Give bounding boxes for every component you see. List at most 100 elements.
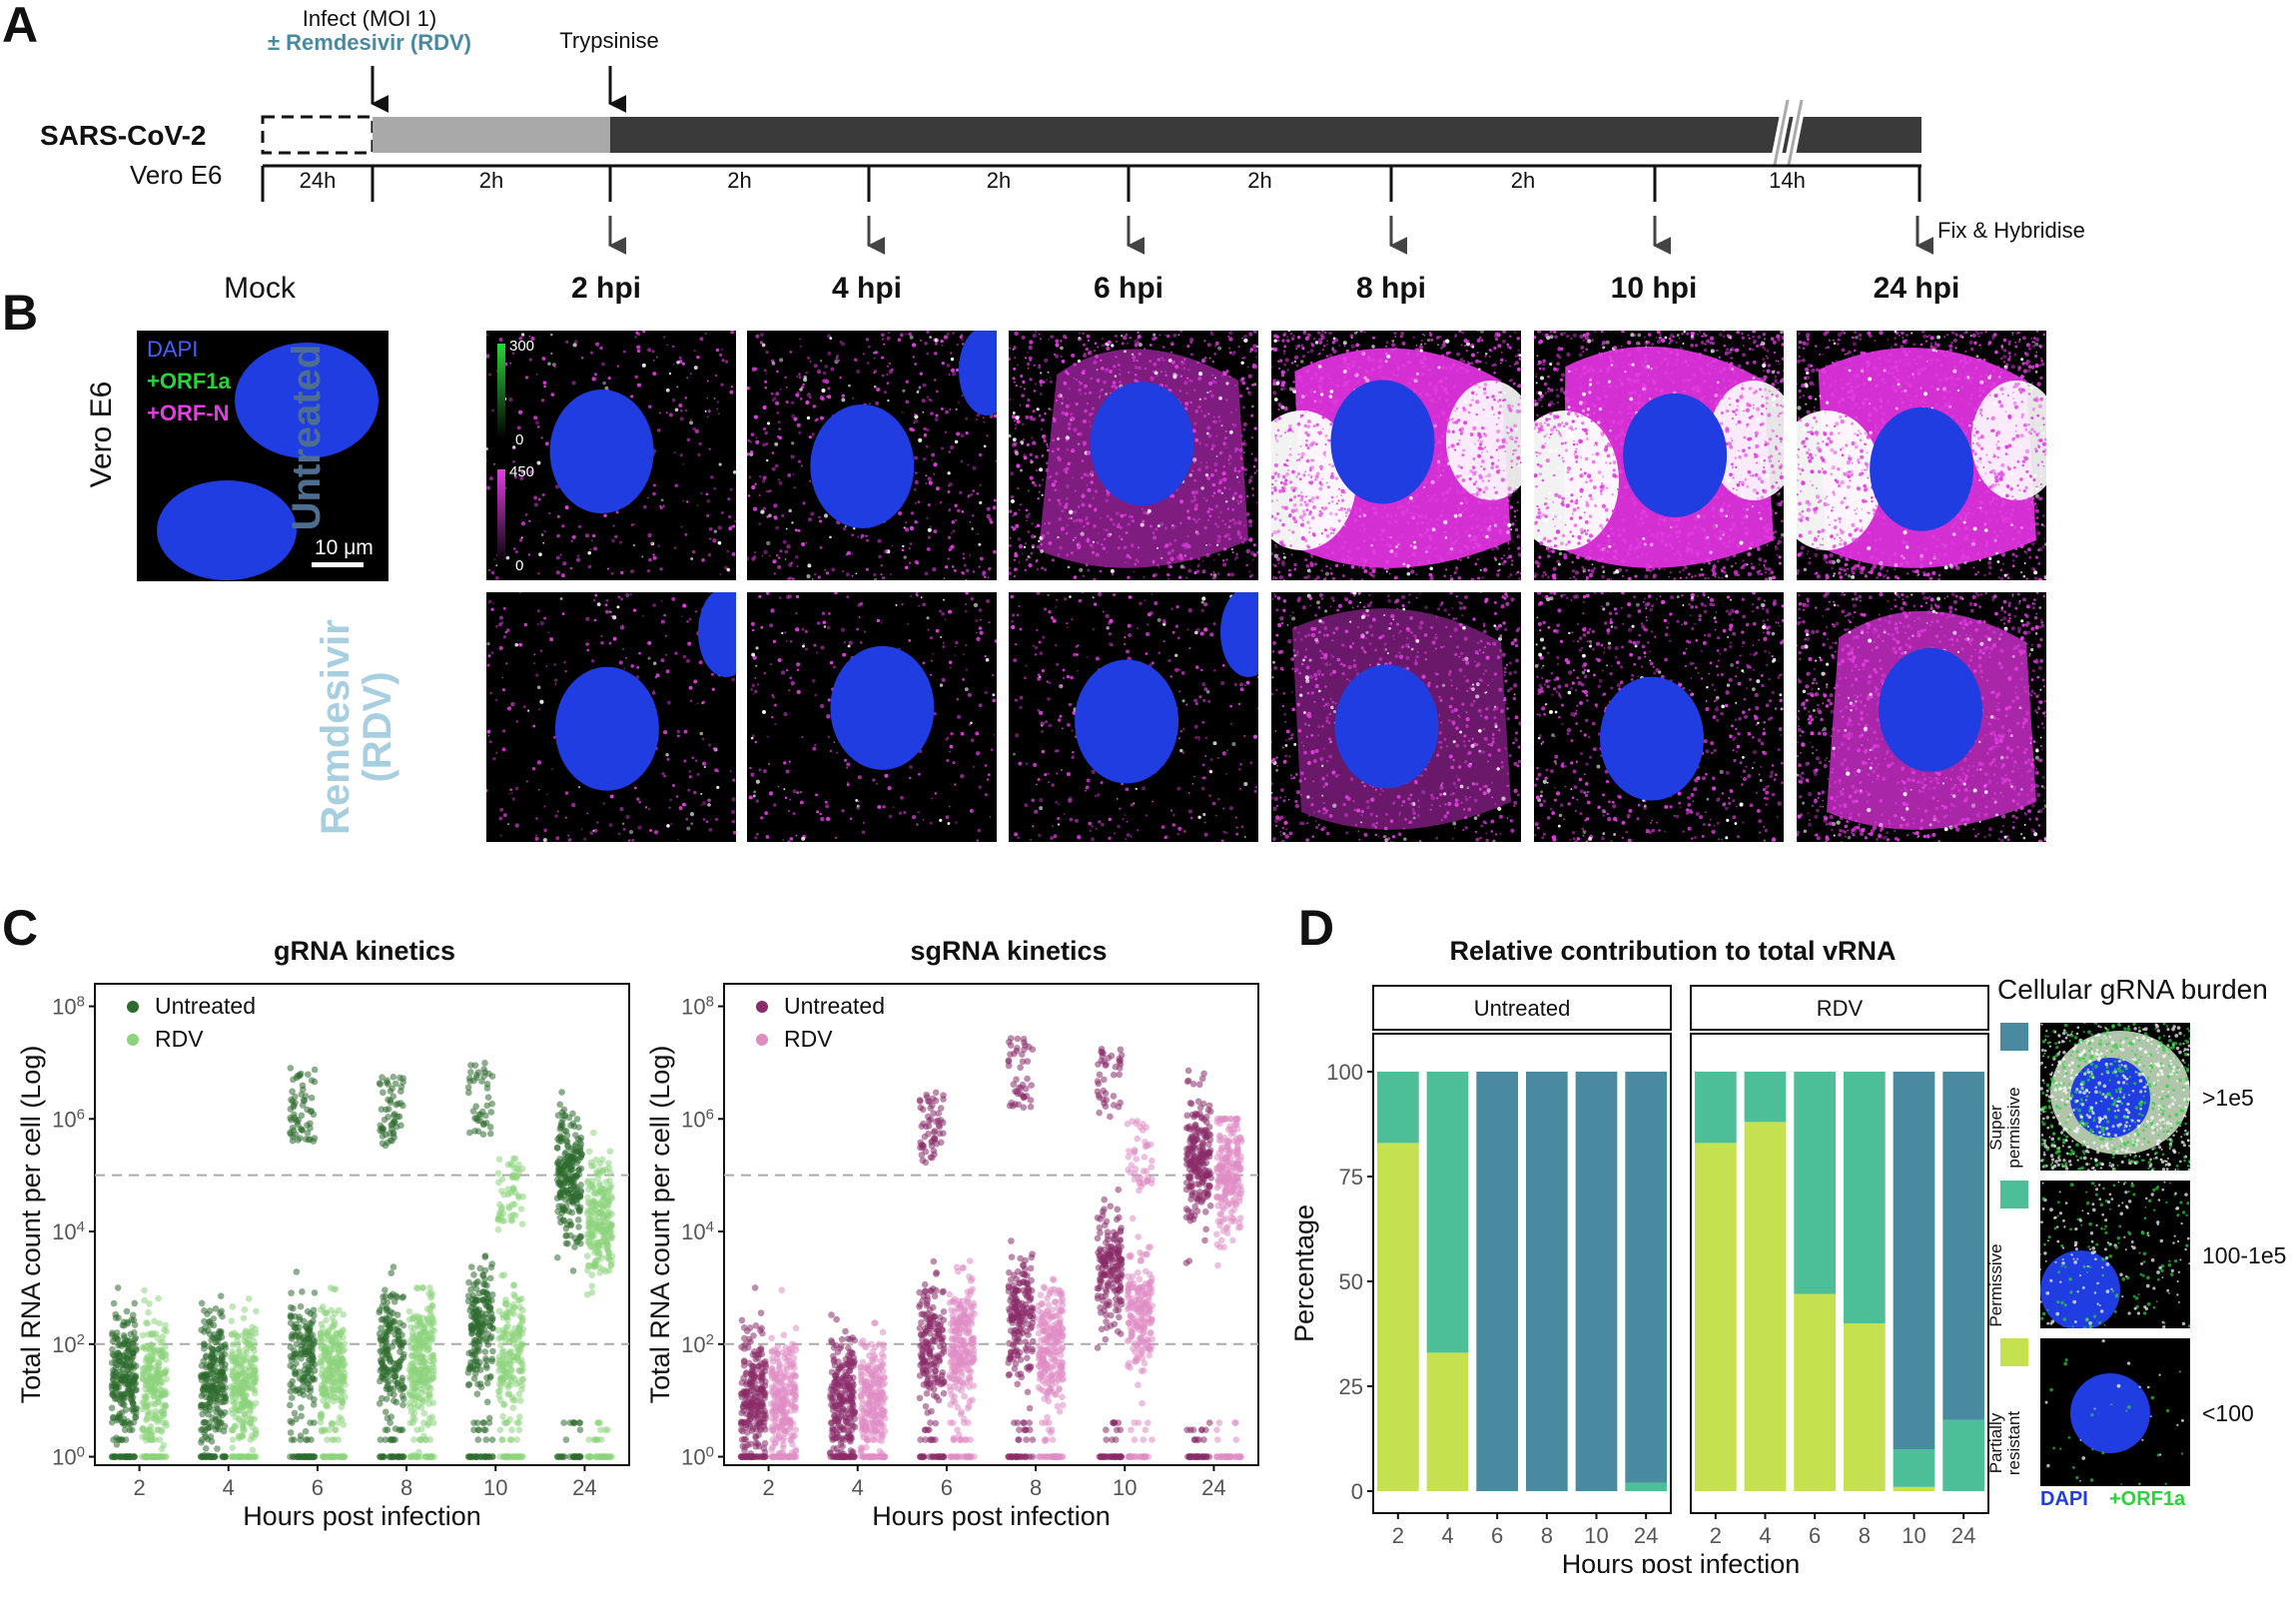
data-point (604, 1426, 611, 1433)
data-point (516, 1413, 523, 1421)
data-point (233, 1406, 241, 1414)
data-point (307, 1310, 315, 1317)
data-point (337, 1341, 345, 1348)
data-point (379, 1372, 386, 1379)
data-point (607, 1183, 615, 1190)
legend-swatch (127, 1001, 139, 1013)
data-point (340, 1365, 347, 1373)
data-point (931, 1292, 939, 1300)
data-point (1115, 1186, 1123, 1194)
data-point (340, 1355, 347, 1363)
data-point (383, 1349, 390, 1356)
data-point (307, 1387, 315, 1394)
data-point (467, 1286, 474, 1293)
data-point (518, 1220, 526, 1227)
data-point (329, 1453, 337, 1460)
segment-label: 2h (1510, 168, 1536, 193)
data-point (592, 1169, 600, 1177)
data-point (839, 1397, 846, 1404)
data-point (243, 1345, 250, 1353)
data-point (755, 1420, 763, 1428)
data-point (142, 1393, 149, 1401)
data-point (428, 1302, 436, 1310)
data-point (413, 1426, 421, 1433)
data-point (480, 1419, 487, 1426)
data-point (556, 1156, 564, 1163)
data-point (308, 1108, 316, 1115)
data-point (410, 1359, 417, 1367)
data-point (1027, 1295, 1035, 1302)
data-point (518, 1318, 526, 1325)
data-point (1029, 1337, 1037, 1345)
x-tick-label: 6 (312, 1475, 324, 1500)
data-point (1006, 1268, 1013, 1276)
data-point (318, 1352, 325, 1360)
data-point (1029, 1453, 1037, 1460)
data-point (1016, 1279, 1023, 1286)
data-point (1010, 1313, 1017, 1321)
data-point (243, 1391, 250, 1398)
data-point (927, 1105, 934, 1112)
data-point (480, 1280, 487, 1288)
data-point (229, 1302, 236, 1310)
data-point (1191, 1160, 1199, 1167)
data-point (229, 1444, 237, 1451)
data-point (251, 1415, 258, 1423)
data-point (200, 1386, 207, 1394)
y-tick-label: 106 (52, 1106, 85, 1133)
data-point (398, 1374, 406, 1382)
data-point (518, 1381, 526, 1389)
data-point (387, 1122, 394, 1129)
data-point (470, 1350, 477, 1358)
data-point (842, 1417, 850, 1425)
data-point (482, 1453, 490, 1460)
data-point (1096, 1224, 1104, 1231)
data-point (419, 1284, 426, 1291)
fix-label: Fix & Hybridise (1937, 218, 2085, 243)
data-point (738, 1453, 745, 1460)
data-point (384, 1377, 392, 1385)
data-point (391, 1331, 399, 1338)
data-point (1023, 1436, 1030, 1443)
data-point (1014, 1035, 1022, 1043)
data-point (771, 1417, 778, 1424)
data-point (206, 1394, 214, 1402)
data-point (152, 1413, 160, 1421)
data-point (294, 1119, 301, 1126)
data-point (557, 1453, 565, 1460)
data-point (109, 1337, 117, 1345)
data-point (1117, 1283, 1125, 1291)
data-point (334, 1453, 342, 1460)
x-axis-label: Hours post infection (243, 1501, 481, 1531)
data-point (406, 1419, 414, 1426)
pre-infection-box (261, 115, 375, 155)
data-point (757, 1344, 765, 1352)
data-point (751, 1284, 759, 1291)
data-point (482, 1436, 490, 1443)
x-tick-label: 10 (483, 1475, 507, 1500)
data-point (108, 1418, 116, 1426)
data-point (413, 1316, 420, 1324)
data-point (605, 1160, 612, 1167)
data-point (147, 1341, 155, 1349)
data-point (741, 1443, 749, 1451)
data-point (1207, 1175, 1214, 1182)
data-point (394, 1100, 401, 1108)
data-point (322, 1371, 330, 1378)
data-point (287, 1129, 294, 1137)
data-point (481, 1266, 489, 1274)
data-point (576, 1232, 584, 1240)
segment-label: 2h (986, 168, 1012, 193)
data-point (940, 1130, 947, 1137)
data-point (596, 1243, 603, 1250)
data-point (498, 1188, 505, 1195)
data-point (1196, 1104, 1204, 1112)
data-point (921, 1280, 929, 1288)
data-point (594, 1419, 602, 1426)
data-point (399, 1401, 406, 1409)
data-point (317, 1334, 325, 1341)
data-point (236, 1348, 243, 1355)
data-point (247, 1328, 255, 1335)
data-point (513, 1166, 521, 1173)
